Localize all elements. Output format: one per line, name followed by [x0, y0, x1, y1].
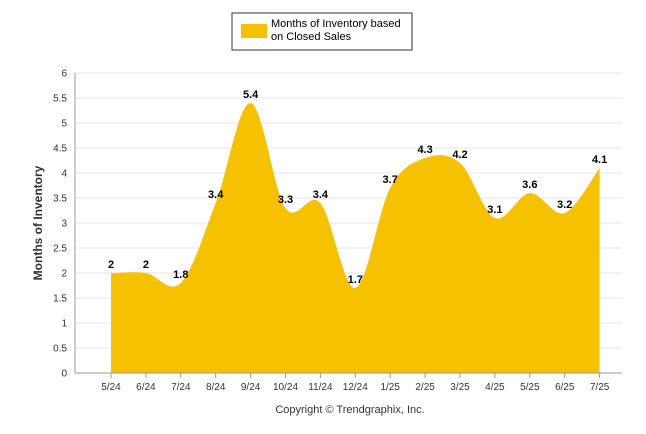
y-tick-label: 1.5 — [53, 294, 67, 305]
data-label: 4.3 — [417, 144, 432, 156]
y-tick-label: 4 — [61, 169, 67, 180]
x-tick-label: 1/25 — [380, 382, 400, 393]
y-tick-label: 3.5 — [53, 194, 67, 205]
x-tick-label: 10/24 — [273, 382, 298, 393]
y-axis-ticks: 0 0.5 1 1.5 2 2.5 3 3.5 4 4.5 5 5.5 6 — [53, 69, 67, 380]
data-label: 4.2 — [452, 149, 467, 161]
data-label: 3.7 — [383, 174, 398, 186]
x-tick-label: 8/24 — [206, 382, 226, 393]
data-label: 3.1 — [487, 204, 502, 216]
x-tick-label: 7/25 — [590, 382, 610, 393]
data-label: 4.1 — [592, 154, 607, 166]
x-tick-label: 5/25 — [520, 382, 540, 393]
y-tick-label: 3 — [61, 219, 67, 230]
y-tick-label: 0 — [61, 369, 67, 380]
copyright-footer: Copyright © Trendgraphix, Inc. — [275, 404, 424, 416]
y-tick-label: 4.5 — [53, 144, 67, 155]
x-tick-label: 12/24 — [343, 382, 368, 393]
x-tick-label: 11/24 — [308, 382, 333, 393]
x-tick-label: 3/25 — [450, 382, 470, 393]
y-axis-label: Months of Inventory — [31, 165, 45, 280]
area-series — [111, 102, 600, 374]
y-tick-label: 1 — [61, 319, 67, 330]
axes — [74, 73, 622, 374]
data-label: 3.6 — [522, 179, 537, 191]
data-label: 3.2 — [557, 199, 572, 211]
x-tick-label: 7/24 — [171, 382, 191, 393]
y-tick-label: 6 — [61, 69, 67, 80]
y-tick-label: 5 — [61, 119, 67, 130]
y-tick-label: 0.5 — [53, 344, 67, 355]
legend-text-line2: on Closed Sales — [271, 31, 352, 43]
data-label: 1.7 — [348, 274, 363, 286]
data-label: 5.4 — [243, 89, 259, 101]
data-label: 3.3 — [278, 194, 293, 206]
legend-text-line1: Months of Inventory based — [271, 18, 401, 30]
data-label: 2 — [143, 259, 149, 271]
x-tick-label: 4/25 — [485, 382, 505, 393]
data-label: 2 — [108, 259, 114, 271]
data-label: 3.4 — [208, 189, 224, 201]
data-label: 3.4 — [313, 189, 329, 201]
x-tick-label: 6/24 — [136, 382, 156, 393]
x-tick-label: 2/25 — [415, 382, 435, 393]
x-tick-label: 9/24 — [241, 382, 261, 393]
data-label: 1.8 — [173, 269, 188, 281]
x-axis-ticks: 5/24 6/24 7/24 8/24 9/24 10/24 11/24 12/24 1/25 2… — [101, 373, 610, 393]
data-labels: 2 2 1.8 3.4 5.4 3.3 3.4 1.7 3.7 4.3 4.2 3.1 3.6 3.2 4.… — [108, 89, 607, 286]
y-tick-label: 2 — [61, 269, 67, 280]
legend-swatch — [241, 24, 267, 38]
legend: Months of Inventory based on Closed Sale… — [231, 12, 413, 51]
y-tick-label: 5.5 — [53, 94, 67, 105]
y-tick-label: 2.5 — [53, 244, 67, 255]
x-tick-label: 6/25 — [555, 382, 575, 393]
x-tick-label: 5/24 — [101, 382, 121, 393]
